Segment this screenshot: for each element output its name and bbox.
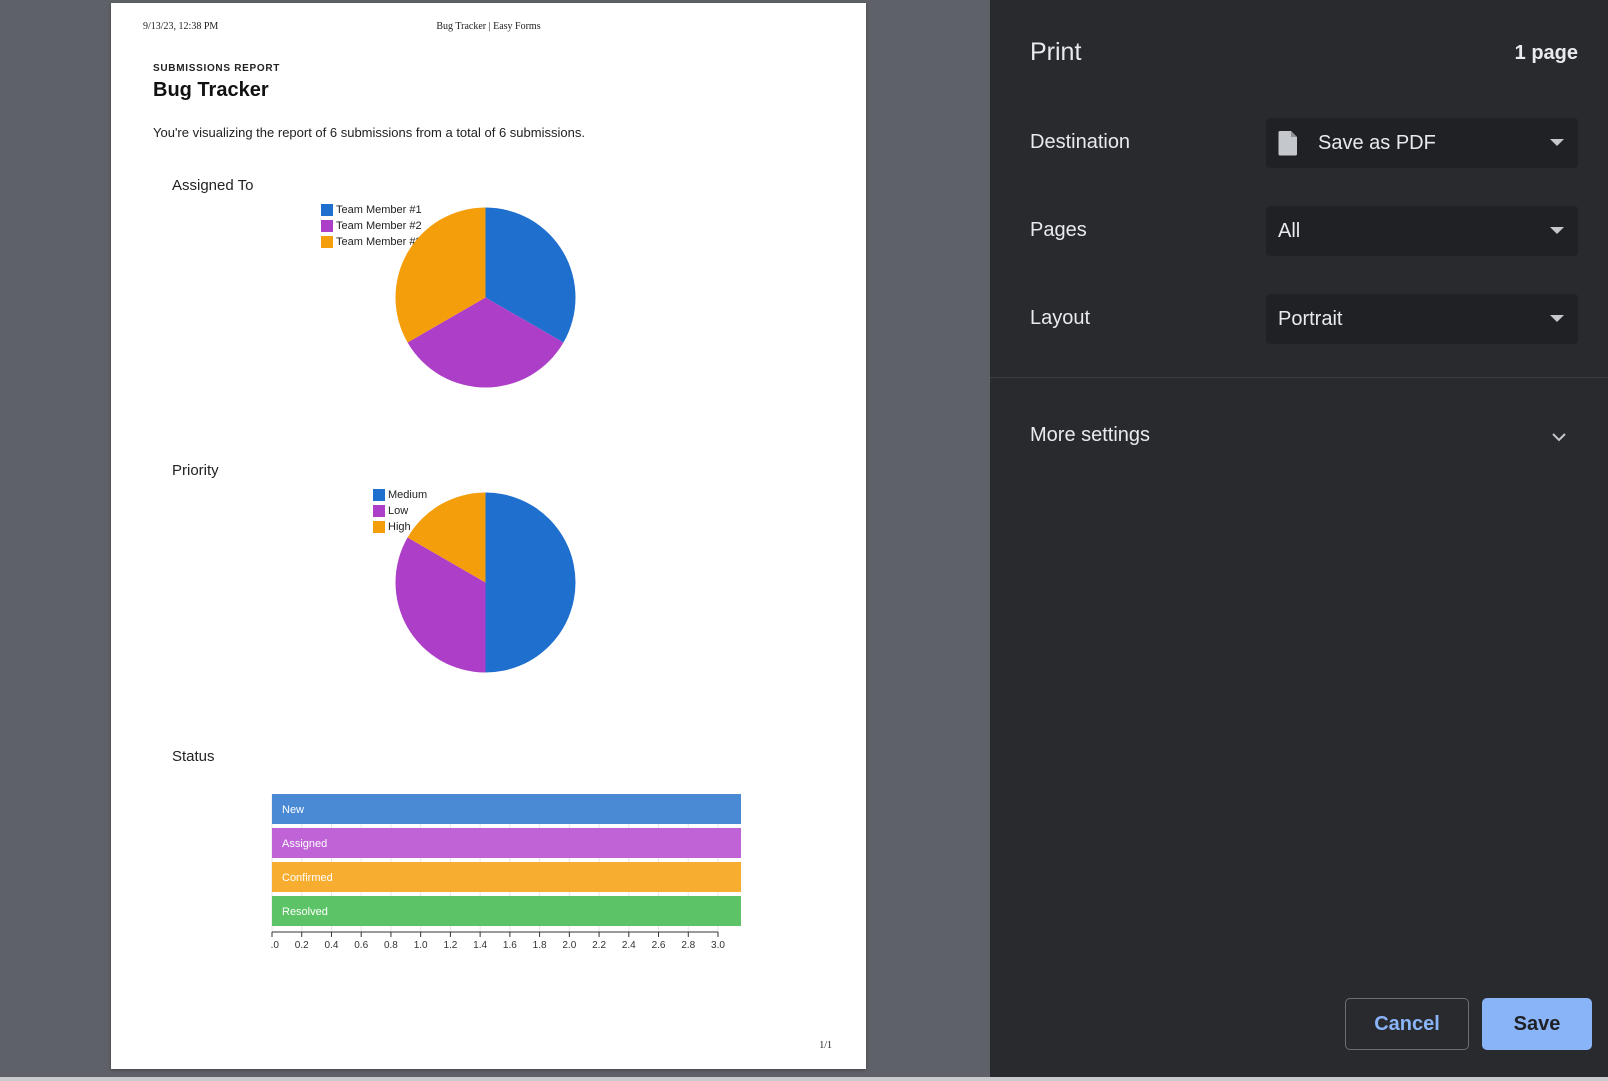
x-tick-label: 1.4 (473, 940, 487, 951)
dropdown-caret-icon (1550, 139, 1564, 146)
bar-resolved (272, 896, 741, 926)
pie-slice-high (407, 492, 486, 583)
pie-slice-team-member-3 (395, 207, 486, 343)
cancel-button[interactable]: Cancel (1345, 998, 1469, 1050)
status-chart-title: Status (172, 748, 215, 765)
pages-label: Pages (1030, 219, 1087, 241)
legend-label: Medium (388, 489, 428, 501)
x-tick-label: 2.2 (592, 940, 606, 951)
dropdown-caret-icon (1550, 227, 1564, 234)
pie-slice-team-member-2 (407, 297, 564, 388)
report-summary: You're visualizing the report of 6 submi… (153, 125, 585, 140)
assigned-to-chart-title: Assigned To (172, 177, 254, 194)
layout-value: Portrait (1278, 307, 1343, 330)
destination-label: Destination (1030, 131, 1131, 153)
legend-swatch (373, 521, 385, 533)
page-header-date: 9/13/23, 12:38 PM (143, 21, 219, 32)
x-tick-label: 1.0 (414, 940, 428, 951)
destination-value: Save as PDF (1318, 131, 1436, 154)
bar-label-resolved: Resolved (282, 906, 328, 918)
document-icon (1278, 130, 1298, 156)
report-kicker: SUBMISSIONS REPORT (153, 63, 281, 74)
x-tick-label: 2.4 (622, 940, 636, 951)
assigned-to-pie-chart (395, 207, 576, 388)
assigned-to-legend: Team Member #1 Team Member #2 Team Member … (321, 202, 422, 250)
x-tick-label: 1.6 (503, 940, 517, 951)
layout-select[interactable]: Portrait (1266, 294, 1578, 344)
legend-item-team-member-3: Team Member #3 (321, 234, 422, 250)
preview-page: 9/13/23, 12:38 PM Bug Tracker | Easy For… (111, 3, 866, 1069)
priority-legend: Medium Low High (373, 487, 427, 535)
save-button[interactable]: Save (1482, 998, 1592, 1050)
pages-select[interactable]: All (1266, 206, 1578, 256)
x-tick-label: 0.0 (271, 940, 279, 951)
destination-select[interactable]: Save as PDF (1266, 118, 1578, 168)
legend-swatch (321, 220, 333, 232)
layout-label: Layout (1030, 307, 1091, 329)
panel-divider (990, 377, 1608, 378)
page-count: 1 page (1514, 42, 1578, 64)
print-preview-area: 9/13/23, 12:38 PM Bug Tracker | Easy For… (111, 3, 866, 1069)
chevron-down-icon[interactable] (1550, 428, 1568, 446)
legend-label: High (388, 521, 411, 533)
bar-assigned (272, 828, 741, 858)
legend-item-low: Low (373, 503, 427, 519)
pie-slice-medium (485, 492, 576, 673)
legend-item-team-member-2: Team Member #2 (321, 218, 422, 234)
priority-chart-title: Priority (172, 462, 219, 479)
pages-value: All (1278, 219, 1301, 242)
x-tick-label: 2.8 (681, 940, 695, 951)
bar-new (272, 794, 741, 824)
print-title: Print (1030, 38, 1082, 66)
legend-swatch (373, 489, 385, 501)
x-tick-label: 1.2 (443, 940, 457, 951)
pie-slice-low (395, 537, 486, 673)
legend-item-team-member-1: Team Member #1 (321, 202, 422, 218)
dropdown-caret-icon (1550, 315, 1564, 322)
legend-label: Team Member #3 (336, 236, 422, 248)
bar-confirmed (272, 862, 741, 892)
x-tick-label: 2.6 (652, 940, 666, 951)
page-number: 1/1 (819, 1040, 832, 1051)
legend-swatch (321, 236, 333, 248)
more-settings-toggle[interactable]: More settings (1030, 424, 1151, 446)
x-tick-label: 0.4 (325, 940, 339, 951)
legend-swatch (373, 505, 385, 517)
print-settings-panel: Print 1 page Destination Save as PDF Pag… (990, 0, 1608, 1077)
bar-label-assigned: Assigned (282, 838, 327, 850)
legend-label: Team Member #2 (336, 220, 422, 232)
window-bottom-edge (0, 1077, 1608, 1081)
x-tick-label: 0.8 (384, 940, 398, 951)
bar-label-confirmed: Confirmed (282, 872, 333, 884)
page-header-title: Bug Tracker | Easy Forms (436, 21, 541, 32)
legend-item-medium: Medium (373, 487, 427, 503)
x-tick-label: 1.8 (533, 940, 547, 951)
x-tick-label: 0.2 (295, 940, 309, 951)
legend-label: Team Member #1 (336, 204, 422, 216)
priority-pie-chart (395, 492, 576, 673)
x-tick-label: 3.0 (711, 940, 725, 951)
legend-label: Low (388, 505, 409, 517)
legend-swatch (321, 204, 333, 216)
status-bar-chart: New Assigned Confirmed Resolved 0.0 0.2 0.4 0.6… (271, 794, 741, 951)
report-title: Bug Tracker (153, 79, 269, 101)
x-tick-label: 2.0 (562, 940, 576, 951)
x-tick-label: 0.6 (354, 940, 368, 951)
bar-label-new: New (282, 804, 304, 816)
legend-item-high: High (373, 519, 427, 535)
pie-slice-team-member-1 (485, 207, 576, 343)
